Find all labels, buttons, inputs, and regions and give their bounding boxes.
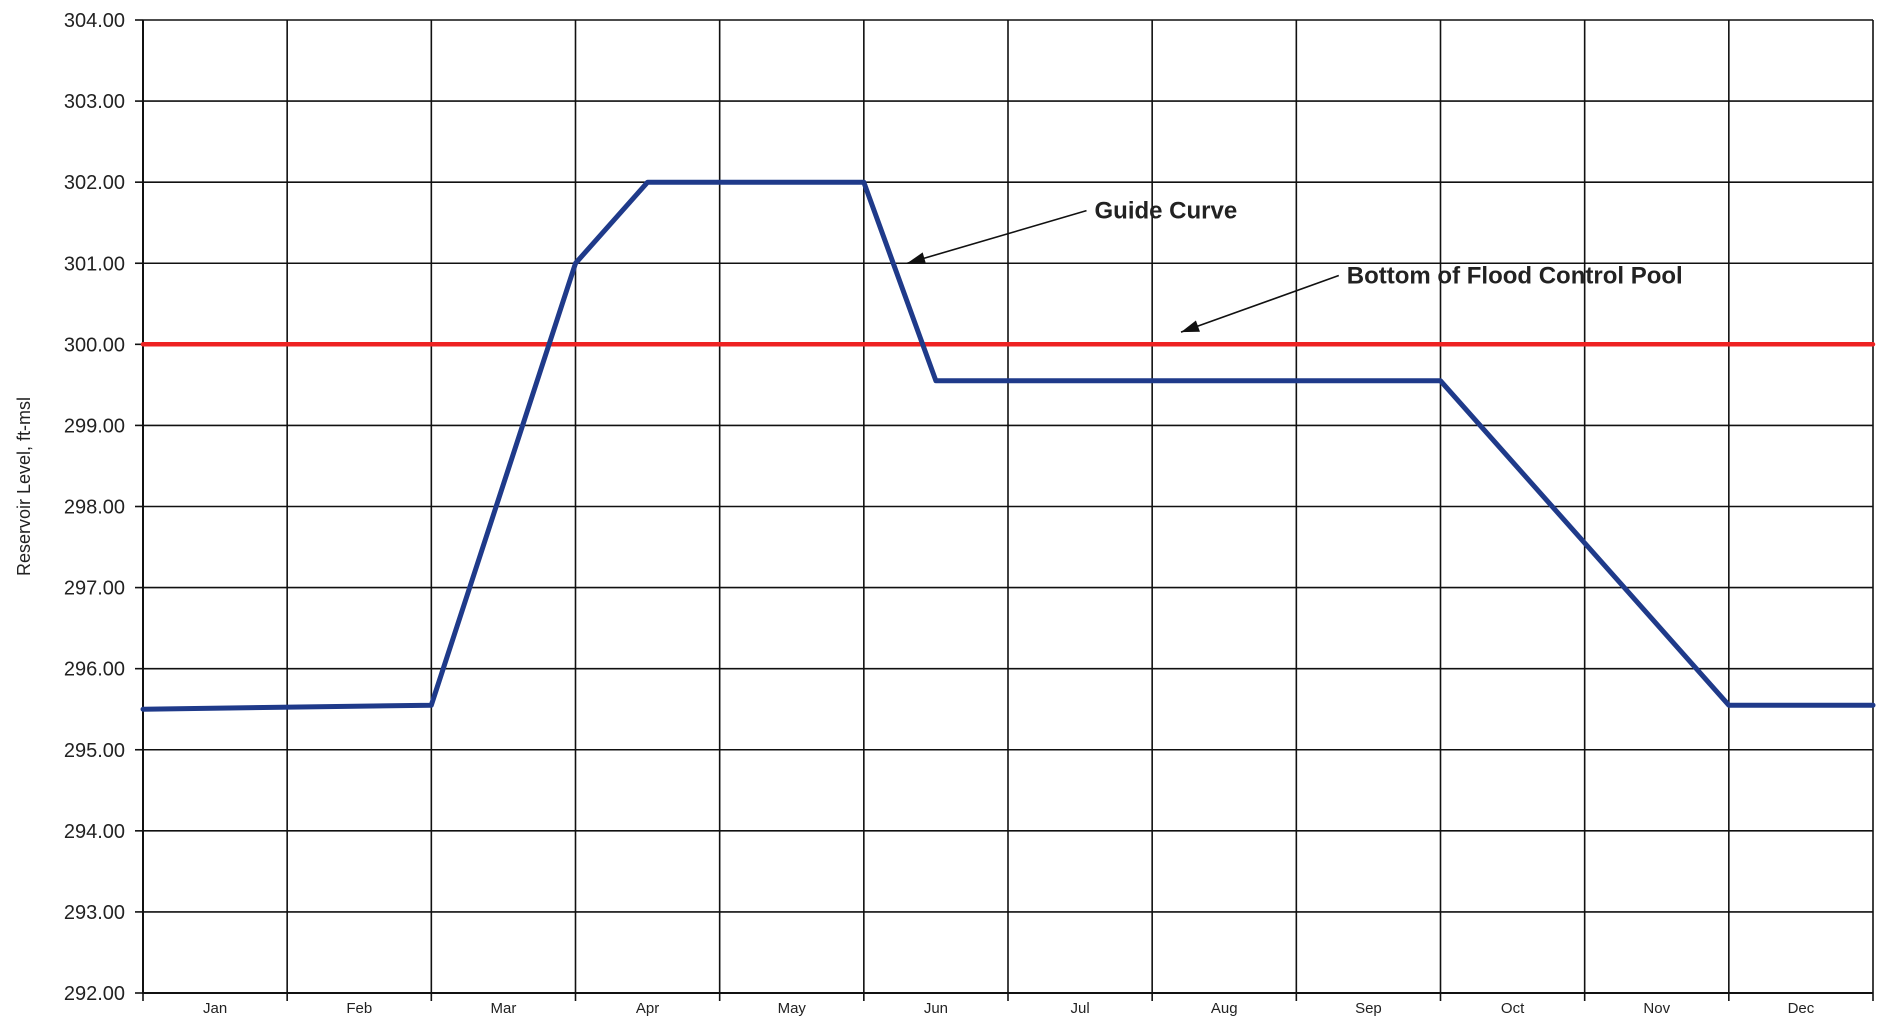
annotation-arrow-line (1180, 274, 1340, 333)
axes (135, 19, 1874, 1001)
y-tick-label: 297.00 (64, 578, 125, 600)
x-tick-label: Jun (924, 1000, 948, 1017)
annotations: Guide Curve Bottom of Flood Control Pool (906, 198, 1683, 333)
y-axis-label: Reservoir Level, ft-msl (14, 397, 34, 576)
annotation-arrowhead (1181, 320, 1200, 333)
y-tick-label: 298.00 (64, 497, 125, 519)
flood-pool-label: Bottom of Flood Control Pool (1347, 263, 1683, 290)
x-tick-label: Nov (1643, 1000, 1670, 1017)
data-series (140, 179, 1876, 712)
y-tick-label: 300.00 (64, 334, 125, 356)
x-tick-label: Jul (1070, 1000, 1089, 1017)
guide-curve-label: Guide Curve (1095, 198, 1238, 225)
y-tick-label: 304.00 (64, 10, 125, 32)
x-tick-label: Feb (346, 1000, 372, 1017)
x-tick-label: Jan (203, 1000, 227, 1017)
guide-curve-line (140, 179, 1876, 712)
y-tick-label: 293.00 (64, 902, 125, 924)
x-tick-label: May (778, 1000, 807, 1017)
annotation-arrow-line (906, 209, 1087, 265)
x-tick-label: Oct (1501, 1000, 1525, 1017)
x-tick-label: Dec (1788, 1000, 1815, 1017)
y-tick-label: 294.00 (64, 821, 125, 843)
y-tick-label: 295.00 (64, 740, 125, 762)
y-tick-label: 302.00 (64, 172, 125, 194)
tick-labels: 292.00 293.00 294.00 295.00 296.00 297.00 298.… (64, 10, 1815, 1017)
x-tick-label: Aug (1211, 1000, 1238, 1017)
x-tick-label: Mar (490, 1000, 516, 1017)
x-tick-label: Apr (636, 1000, 659, 1017)
y-tick-label: 301.00 (64, 253, 125, 275)
y-tick-label: 299.00 (64, 415, 125, 437)
y-tick-label: 303.00 (64, 91, 125, 113)
x-tick-label: Sep (1355, 1000, 1382, 1017)
y-tick-label: 292.00 (64, 983, 125, 1005)
y-tick-label: 296.00 (64, 659, 125, 681)
annotation-arrowhead (907, 252, 927, 264)
